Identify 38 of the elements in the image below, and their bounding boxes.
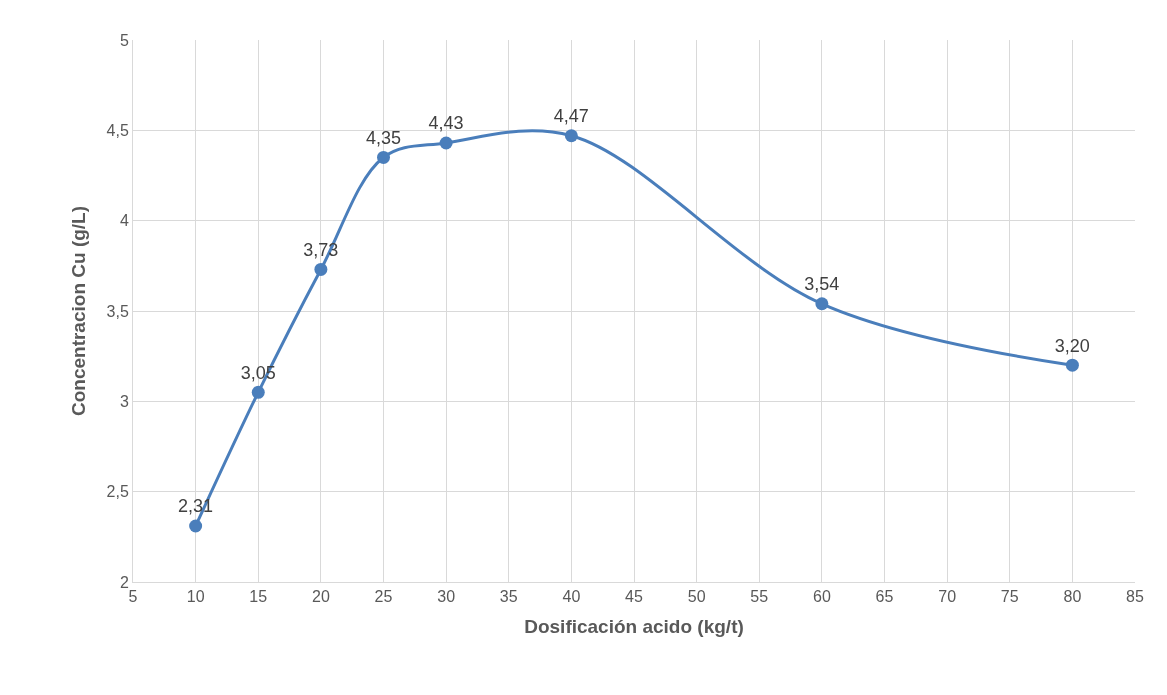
y-axis-title: Concentracion Cu (g/L) bbox=[68, 205, 90, 417]
x-tick-label: 50 bbox=[687, 588, 706, 606]
y-tick-label: 4 bbox=[119, 212, 129, 230]
x-tick-label: 35 bbox=[499, 588, 518, 606]
x-tick-label: 10 bbox=[186, 588, 205, 606]
y-tick-label: 5 bbox=[119, 31, 129, 49]
y-tick-label: 4,5 bbox=[106, 121, 129, 139]
point bbox=[815, 297, 829, 311]
x-tick-label: 65 bbox=[875, 588, 894, 606]
x-tick-label: 45 bbox=[625, 588, 643, 606]
y-tick-label: 2,5 bbox=[106, 483, 129, 501]
x-tick-label: 75 bbox=[1000, 588, 1019, 606]
data-label: 3,54 bbox=[804, 274, 840, 295]
point bbox=[564, 129, 578, 143]
x-tick-label: 40 bbox=[562, 588, 581, 606]
x-axis-title: Dosificación acido (kg/t) bbox=[524, 616, 744, 637]
data-label: 4,43 bbox=[428, 113, 464, 134]
x-tick-label: 20 bbox=[311, 588, 330, 606]
point bbox=[189, 519, 203, 533]
point bbox=[314, 262, 328, 276]
x-tick-label: 70 bbox=[938, 588, 957, 606]
y-tick-label: 3 bbox=[119, 392, 129, 410]
x-tick-label: 85 bbox=[1126, 588, 1144, 606]
data-label: 3,20 bbox=[1054, 335, 1090, 356]
y-tick-label: 2 bbox=[119, 573, 129, 591]
x-tick-label: 55 bbox=[750, 588, 769, 606]
x-tick-label: 25 bbox=[374, 588, 393, 606]
data-label: 4,47 bbox=[553, 106, 589, 127]
x-tick-label: 60 bbox=[812, 588, 831, 606]
y-tick-label: 3,5 bbox=[106, 302, 129, 320]
x-tick-label: 80 bbox=[1063, 588, 1082, 606]
x-tick-label: 15 bbox=[249, 588, 268, 606]
data-label: 4,35 bbox=[365, 127, 402, 148]
point bbox=[1065, 358, 1079, 372]
point bbox=[377, 150, 390, 164]
point bbox=[251, 385, 265, 399]
point bbox=[439, 136, 453, 150]
x-tick-label: 30 bbox=[437, 588, 456, 606]
